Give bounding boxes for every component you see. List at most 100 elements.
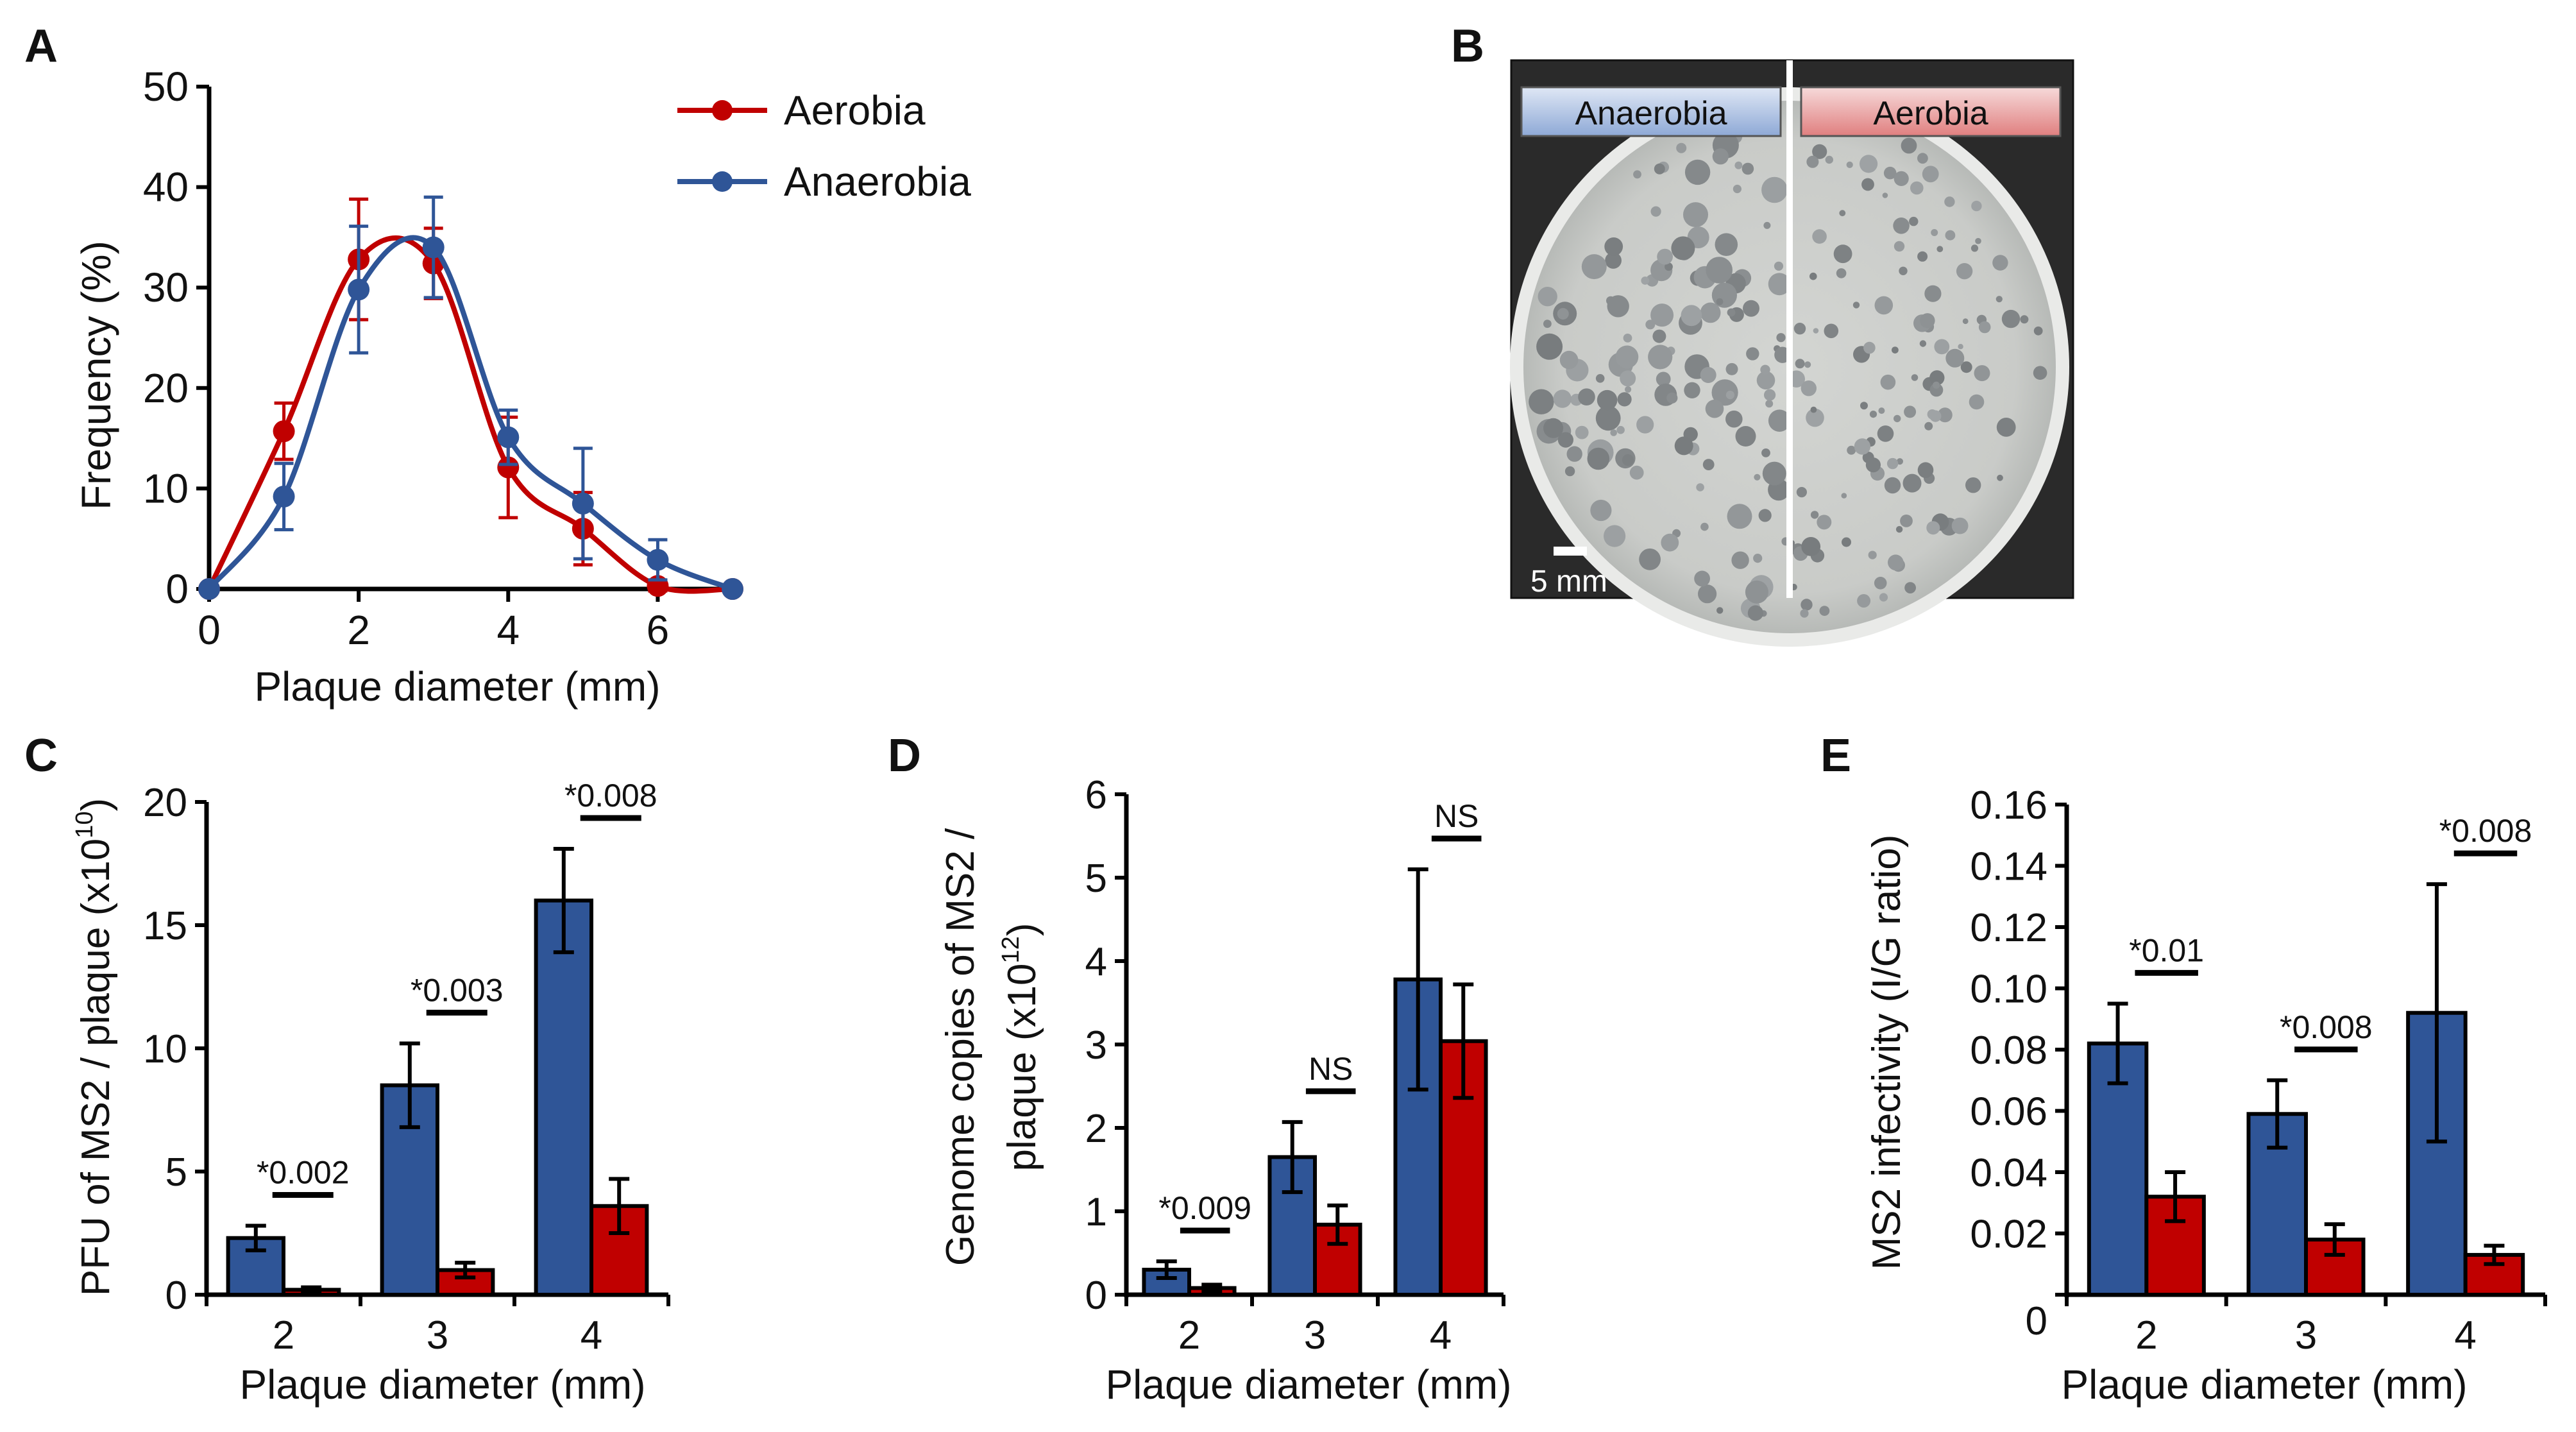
label-aerobia-box bbox=[1800, 86, 2062, 137]
panel-d-xlabel: Plaque diameter (mm) bbox=[1105, 1361, 1511, 1408]
plaque-spot bbox=[2001, 309, 2021, 328]
plaque-spot bbox=[1590, 499, 1612, 522]
data-point-aerobia bbox=[497, 456, 520, 479]
panel-a-ylabel: Frequency (%) bbox=[73, 241, 119, 510]
plaque-spot bbox=[1604, 525, 1626, 547]
plaque-spot bbox=[1625, 386, 1632, 393]
panel-e-ytick-label: 0.04 bbox=[1970, 1151, 2047, 1195]
plaque-spot bbox=[1610, 429, 1617, 436]
panel-e-plot-area: 0 0.02 0.04 0.06 0.08 0.10 0.12 0.14 0.16 2 *0.01 3… bbox=[1970, 783, 2547, 1358]
panel-c-xtick-label: 2 bbox=[273, 1313, 294, 1358]
legend-marker-aerobia bbox=[712, 100, 733, 121]
plaque-spot bbox=[1727, 504, 1752, 529]
data-point-anaerobia bbox=[572, 492, 594, 515]
plaque-spot bbox=[1715, 233, 1738, 257]
significance-label: *0.01 bbox=[2129, 932, 2204, 968]
plaque-spot bbox=[1641, 277, 1650, 285]
plaque-spot bbox=[1825, 155, 1833, 164]
plaque-spot bbox=[1575, 425, 1589, 439]
plaque-spot bbox=[1711, 282, 1737, 308]
plaque-spot bbox=[1969, 394, 1985, 410]
plaque-spot bbox=[1761, 176, 1788, 203]
plaque-spot bbox=[1705, 399, 1724, 418]
plaque-spot bbox=[1639, 548, 1661, 570]
panel-c-ytick-label: 5 bbox=[165, 1150, 187, 1195]
significance-label: NS bbox=[1309, 1051, 1353, 1087]
data-point-anaerobia bbox=[198, 578, 220, 600]
plaque-spot bbox=[1796, 487, 1807, 498]
data-point-anaerobia bbox=[647, 549, 669, 571]
plaque-spot bbox=[1839, 210, 1846, 217]
plaque-spot bbox=[1996, 296, 2003, 303]
panel-label-d: D bbox=[888, 730, 921, 781]
plaque-spot bbox=[1564, 466, 1575, 477]
panel-a-xtick-label: 2 bbox=[347, 607, 370, 653]
plaque-spot bbox=[2033, 326, 2043, 336]
plaque-spot bbox=[1623, 334, 1632, 343]
plaque-spot bbox=[1819, 606, 1830, 616]
plaque-spot bbox=[1904, 582, 1917, 593]
plaque-spot bbox=[1801, 380, 1817, 396]
plaque-spot bbox=[1801, 537, 1821, 556]
plaque-spot bbox=[1553, 389, 1572, 408]
panel-label-a: A bbox=[24, 21, 58, 72]
plaque-spot bbox=[1684, 382, 1700, 398]
plaque-spot bbox=[1924, 422, 1933, 430]
panel-a-xtick-label: 6 bbox=[647, 607, 670, 653]
panel-a-ytick-label: 30 bbox=[143, 264, 189, 311]
plaque-spot bbox=[1661, 533, 1679, 552]
plaque-spot bbox=[1711, 379, 1738, 406]
plaque-spot bbox=[1880, 374, 1896, 390]
bar-anaerobia bbox=[2087, 1041, 2149, 1297]
plaque-spot bbox=[1700, 367, 1716, 383]
plaque-spot bbox=[1727, 308, 1736, 317]
plaque-spot bbox=[1882, 192, 1888, 198]
plaque-spot bbox=[1951, 517, 1969, 534]
panel-e-ytick-label: 0.12 bbox=[1970, 906, 2047, 950]
panel-d-ylabel-line2-main: plaque (x10 bbox=[1000, 963, 1044, 1171]
plaque-spot bbox=[1683, 202, 1708, 228]
plaque-spot bbox=[1894, 241, 1905, 252]
panel-e-bar-chart: E 0 0.02 0.04 0.06 0.08 0.10 0.12 0.14 0.16 2 *0.0… bbox=[1820, 730, 2547, 1408]
plaque-spot bbox=[1869, 411, 1877, 418]
plaque-spot bbox=[1854, 438, 1871, 455]
panel-d-ylabel-suffix: ) bbox=[1000, 923, 1044, 937]
plaque-spot bbox=[1696, 483, 1704, 491]
plaque-spot bbox=[1776, 333, 1786, 343]
plaque-spot bbox=[1735, 426, 1756, 447]
plaque-spot bbox=[1758, 509, 1772, 522]
plaque-spot bbox=[1756, 371, 1775, 390]
panel-label-c: C bbox=[24, 730, 58, 781]
plaque-spot bbox=[1857, 594, 1871, 608]
plaque-spot bbox=[1747, 605, 1763, 621]
panel-e-ytick-label: 0.14 bbox=[1970, 845, 2047, 889]
plaque-spot bbox=[1676, 142, 1687, 153]
plaque-spot bbox=[1927, 409, 1938, 420]
plaque-spot bbox=[1833, 244, 1852, 264]
panel-a-legend: Aerobia Anaerobia bbox=[677, 87, 971, 205]
plaque-spot bbox=[1865, 457, 1881, 473]
plaque-spot bbox=[1566, 446, 1582, 462]
panel-d-ylabel-exp: 12 bbox=[997, 936, 1024, 963]
plaque-spot bbox=[1852, 302, 1860, 309]
data-point-aerobia bbox=[273, 420, 295, 443]
plaque-spot bbox=[1622, 454, 1634, 466]
panel-a-ytick-label: 0 bbox=[165, 566, 189, 612]
plaque-spot bbox=[1892, 346, 1899, 354]
plaque-spot bbox=[1694, 570, 1711, 587]
plaque-spot bbox=[1654, 163, 1665, 175]
plaque-spot bbox=[1743, 300, 1759, 317]
plaque-spot bbox=[1962, 318, 1969, 325]
plaque-spot bbox=[1725, 410, 1743, 428]
plaque-spot bbox=[1733, 184, 1741, 194]
panel-c-ytick-label: 15 bbox=[143, 904, 187, 948]
data-point-anaerobia bbox=[497, 426, 520, 448]
plaque-spot bbox=[1595, 374, 1605, 383]
plaque-spot bbox=[1754, 473, 1761, 481]
panel-c-bar-chart: C 0 5 10 15 20 2 *0.002 3 *0.003 4 *0.008 Plaque d… bbox=[24, 730, 670, 1408]
plaque-spot bbox=[1761, 448, 1770, 457]
panel-a-ytick-label: 20 bbox=[143, 365, 189, 411]
plaque-spot bbox=[1956, 263, 1973, 280]
panel-a-ytick-label: 10 bbox=[143, 465, 189, 511]
plaque-spot bbox=[1700, 522, 1709, 531]
